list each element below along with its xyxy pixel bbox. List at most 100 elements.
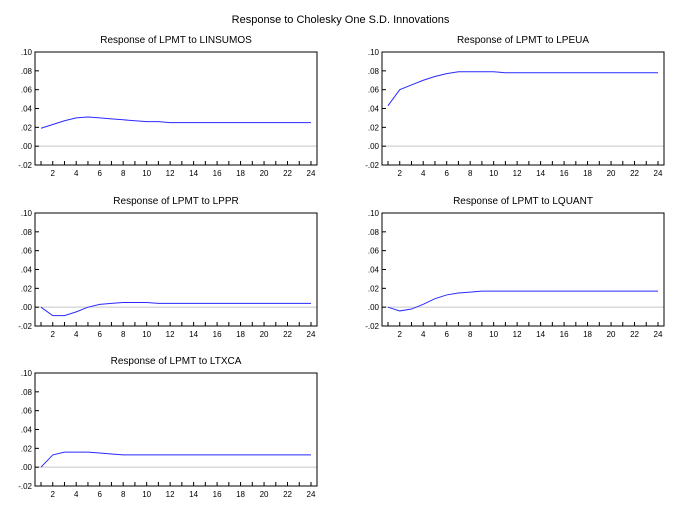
x-tick-label: 12	[166, 490, 175, 499]
x-tick-label: 24	[307, 490, 316, 499]
y-tick-label: .00	[21, 463, 33, 472]
y-tick-label: .08	[21, 228, 33, 237]
x-tick-label: 6	[97, 330, 102, 339]
x-tick-label: 14	[536, 330, 545, 339]
panel-title: Response of LPMT to LPEUA	[457, 35, 589, 46]
panel-title: Response of LPMT to LTXCA	[111, 356, 242, 367]
x-tick-label: 10	[489, 330, 498, 339]
y-tick-label: .04	[368, 266, 380, 275]
x-tick-label: 2	[398, 330, 403, 339]
y-tick-label: .04	[21, 266, 33, 275]
x-tick-label: 16	[560, 330, 569, 339]
x-tick-label: 2	[398, 169, 403, 178]
x-tick-label: 20	[260, 490, 269, 499]
x-tick-label: 12	[513, 169, 522, 178]
panel-4: Response of LPMT to LQUANT -.02 .00 .02 .04.…	[365, 196, 665, 339]
y-tick-label: .06	[21, 247, 33, 256]
x-tick-label: 20	[607, 169, 616, 178]
x-tick-label: 4	[421, 169, 426, 178]
x-tick-label: 18	[236, 490, 245, 499]
x-tick-label: 10	[142, 169, 151, 178]
x-tick-label: 18	[236, 330, 245, 339]
series-line	[40, 301, 311, 317]
x-tick-label: 24	[654, 169, 663, 178]
x-tick-label: 22	[283, 330, 292, 339]
x-tick-label: 6	[97, 169, 102, 178]
x-tick-label: 16	[560, 169, 569, 178]
series-line	[387, 290, 658, 312]
y-tick-label: .02	[21, 444, 33, 453]
x-tick-label: 8	[121, 490, 126, 499]
y-tick-label: .06	[368, 247, 380, 256]
x-tick-label: 24	[307, 169, 316, 178]
y-tick-label: .04	[368, 105, 380, 114]
x-tick-label: 22	[283, 169, 292, 178]
x-tick-label: 2	[51, 330, 56, 339]
series-line	[40, 116, 311, 129]
panel-1: Response of LPMT to LINSUMOS -.02 .00 .02 .0…	[18, 35, 318, 178]
panel-5: Response of LPMT to LTXCA -.02 .00 .02 .04 .0…	[18, 356, 318, 499]
panel-2: Response of LPMT to LPEUA -.02 .00 .02 .04 .0…	[365, 35, 665, 178]
y-tick-label: .10	[21, 48, 33, 57]
series-line	[40, 451, 311, 468]
plot-frame	[381, 51, 665, 166]
x-tick-label: 16	[213, 169, 222, 178]
y-tick-label: .04	[21, 426, 33, 435]
y-tick-label: .06	[368, 86, 380, 95]
figure-title: Response to Cholesky One S.D. Innovation…	[231, 14, 450, 26]
x-tick-label: 22	[630, 330, 639, 339]
x-tick-label: 10	[142, 490, 151, 499]
y-tick-label: .00	[21, 303, 33, 312]
x-tick-label: 18	[583, 169, 592, 178]
x-tick-label: 20	[260, 169, 269, 178]
y-tick-label: .00	[368, 303, 380, 312]
x-tick-label: 4	[421, 330, 426, 339]
x-tick-label: 14	[536, 169, 545, 178]
y-tick-label: -.02	[18, 322, 32, 331]
x-tick-label: 12	[166, 330, 175, 339]
y-tick-label: -.02	[365, 161, 379, 170]
y-tick-label: .02	[21, 123, 33, 132]
y-tick-label: .06	[21, 86, 33, 95]
x-tick-label: 16	[213, 490, 222, 499]
x-tick-label: 18	[583, 330, 592, 339]
x-tick-label: 8	[468, 330, 473, 339]
y-tick-label: .08	[368, 67, 380, 76]
x-tick-label: 14	[189, 169, 198, 178]
y-tick-label: .02	[21, 284, 33, 293]
x-tick-label: 20	[260, 330, 269, 339]
y-tick-label: .04	[21, 105, 33, 114]
x-tick-label: 4	[74, 490, 79, 499]
y-tick-label: .10	[368, 209, 380, 218]
y-tick-label: .08	[368, 228, 380, 237]
x-tick-label: 4	[74, 330, 79, 339]
y-tick-label: -.02	[365, 322, 379, 331]
y-tick-label: .10	[21, 369, 33, 378]
x-tick-label: 2	[51, 169, 56, 178]
x-tick-label: 2	[51, 490, 56, 499]
x-tick-label: 22	[630, 169, 639, 178]
y-tick-label: .02	[368, 284, 380, 293]
x-tick-label: 12	[166, 169, 175, 178]
y-tick-label: .00	[368, 142, 380, 151]
x-tick-label: 10	[142, 330, 151, 339]
x-tick-label: 18	[236, 169, 245, 178]
x-tick-label: 6	[444, 330, 449, 339]
x-tick-label: 6	[444, 169, 449, 178]
x-tick-label: 12	[513, 330, 522, 339]
x-tick-label: 16	[213, 330, 222, 339]
x-tick-label: 4	[74, 169, 79, 178]
y-tick-label: .10	[368, 48, 380, 57]
x-tick-label: 24	[654, 330, 663, 339]
plot-frame	[34, 212, 318, 327]
y-tick-label: .10	[21, 209, 33, 218]
x-tick-label: 14	[189, 490, 198, 499]
x-tick-label: 20	[607, 330, 616, 339]
y-tick-label: -.02	[18, 482, 32, 491]
x-tick-label: 8	[468, 169, 473, 178]
x-tick-label: 24	[307, 330, 316, 339]
plot-frame	[381, 212, 665, 327]
panel-title: Response of LPMT to LPPR	[113, 196, 238, 207]
x-tick-label: 8	[121, 169, 126, 178]
